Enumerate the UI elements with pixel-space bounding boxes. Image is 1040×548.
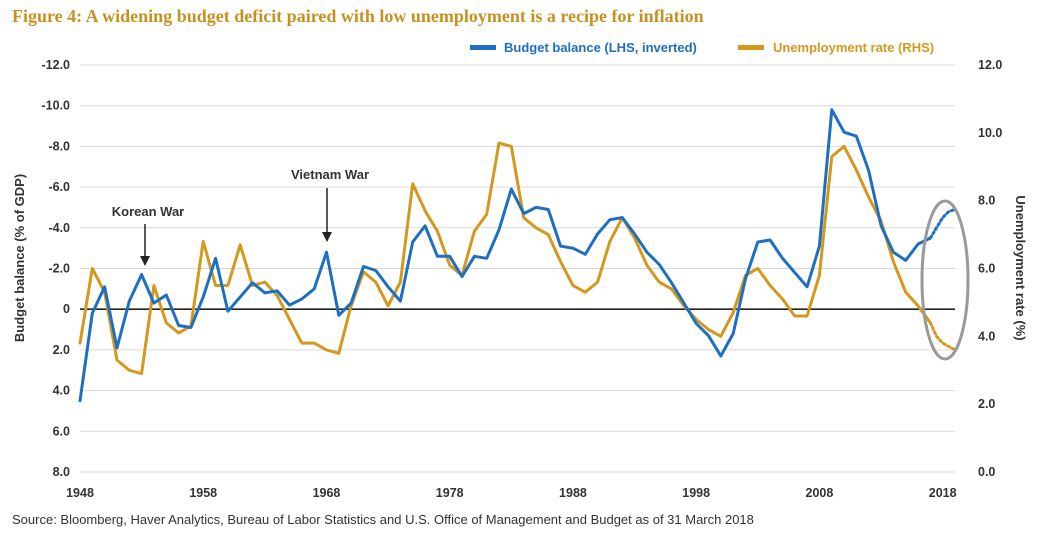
x-tick-label: 1988 bbox=[559, 486, 587, 500]
legend-swatch-unemployment bbox=[738, 45, 764, 50]
left-tick-label: -2.0 bbox=[48, 262, 70, 276]
source-note: Source: Bloomberg, Haver Analytics, Bure… bbox=[12, 512, 754, 527]
highlight-ellipse bbox=[920, 199, 970, 361]
x-tick-label: 1958 bbox=[189, 486, 217, 500]
left-tick-label: 2.0 bbox=[53, 343, 70, 357]
annotation-vietnam-war: Vietnam War bbox=[291, 167, 369, 182]
legend-swatch-budget bbox=[470, 45, 496, 50]
axis-ticks: -12.0 -10.0 -8.0 -6.0 -4.0 -2.0 0 2.0 4.0 6.0 8.0 1… bbox=[42, 58, 1003, 500]
series-projection-unemployment bbox=[928, 321, 957, 352]
x-tick-label: 2008 bbox=[806, 486, 834, 500]
annotations: Korean War Vietnam War bbox=[112, 167, 369, 266]
x-tick-label: 1968 bbox=[313, 486, 341, 500]
left-tick-label: 8.0 bbox=[53, 465, 70, 479]
left-axis-title: Budget balance (% of GDP) bbox=[12, 174, 27, 342]
chart-title: Figure 4: A widening budget deficit pair… bbox=[12, 6, 704, 26]
left-tick-label: 0 bbox=[63, 302, 70, 316]
legend: Budget balance (LHS, inverted) Unemploym… bbox=[470, 40, 934, 55]
right-tick-label: 0.0 bbox=[978, 465, 995, 479]
right-tick-label: 6.0 bbox=[978, 262, 995, 276]
series-lines bbox=[78, 108, 957, 403]
right-tick-label: 4.0 bbox=[978, 329, 995, 343]
x-tick-label: 2018 bbox=[929, 486, 957, 500]
legend-label-unemployment: Unemployment rate (RHS) bbox=[773, 40, 934, 55]
left-tick-label: -10.0 bbox=[42, 99, 71, 113]
x-tick-label: 1998 bbox=[682, 486, 710, 500]
x-tick-label: 1978 bbox=[436, 486, 464, 500]
left-tick-label: -6.0 bbox=[48, 180, 70, 194]
left-tick-label: -12.0 bbox=[42, 58, 71, 72]
left-tick-label: 4.0 bbox=[53, 384, 70, 398]
left-tick-label: -8.0 bbox=[48, 139, 70, 153]
series-line-unemployment bbox=[78, 141, 932, 376]
right-axis-title: Unemployment rate (%) bbox=[1013, 195, 1028, 340]
left-tick-label: 6.0 bbox=[53, 424, 70, 438]
series-line-budget bbox=[78, 108, 932, 403]
legend-label-budget: Budget balance (LHS, inverted) bbox=[504, 40, 697, 55]
annotation-arrow-korean bbox=[140, 224, 150, 266]
right-tick-label: 2.0 bbox=[978, 397, 995, 411]
left-tick-label: -4.0 bbox=[48, 221, 70, 235]
right-tick-label: 12.0 bbox=[978, 58, 1002, 72]
series-projection-budget bbox=[928, 208, 957, 240]
annotation-korean-war: Korean War bbox=[112, 204, 184, 219]
right-tick-label: 10.0 bbox=[978, 126, 1002, 140]
right-tick-label: 8.0 bbox=[978, 194, 995, 208]
annotation-arrow-vietnam bbox=[322, 188, 332, 242]
x-tick-label: 1948 bbox=[66, 486, 94, 500]
